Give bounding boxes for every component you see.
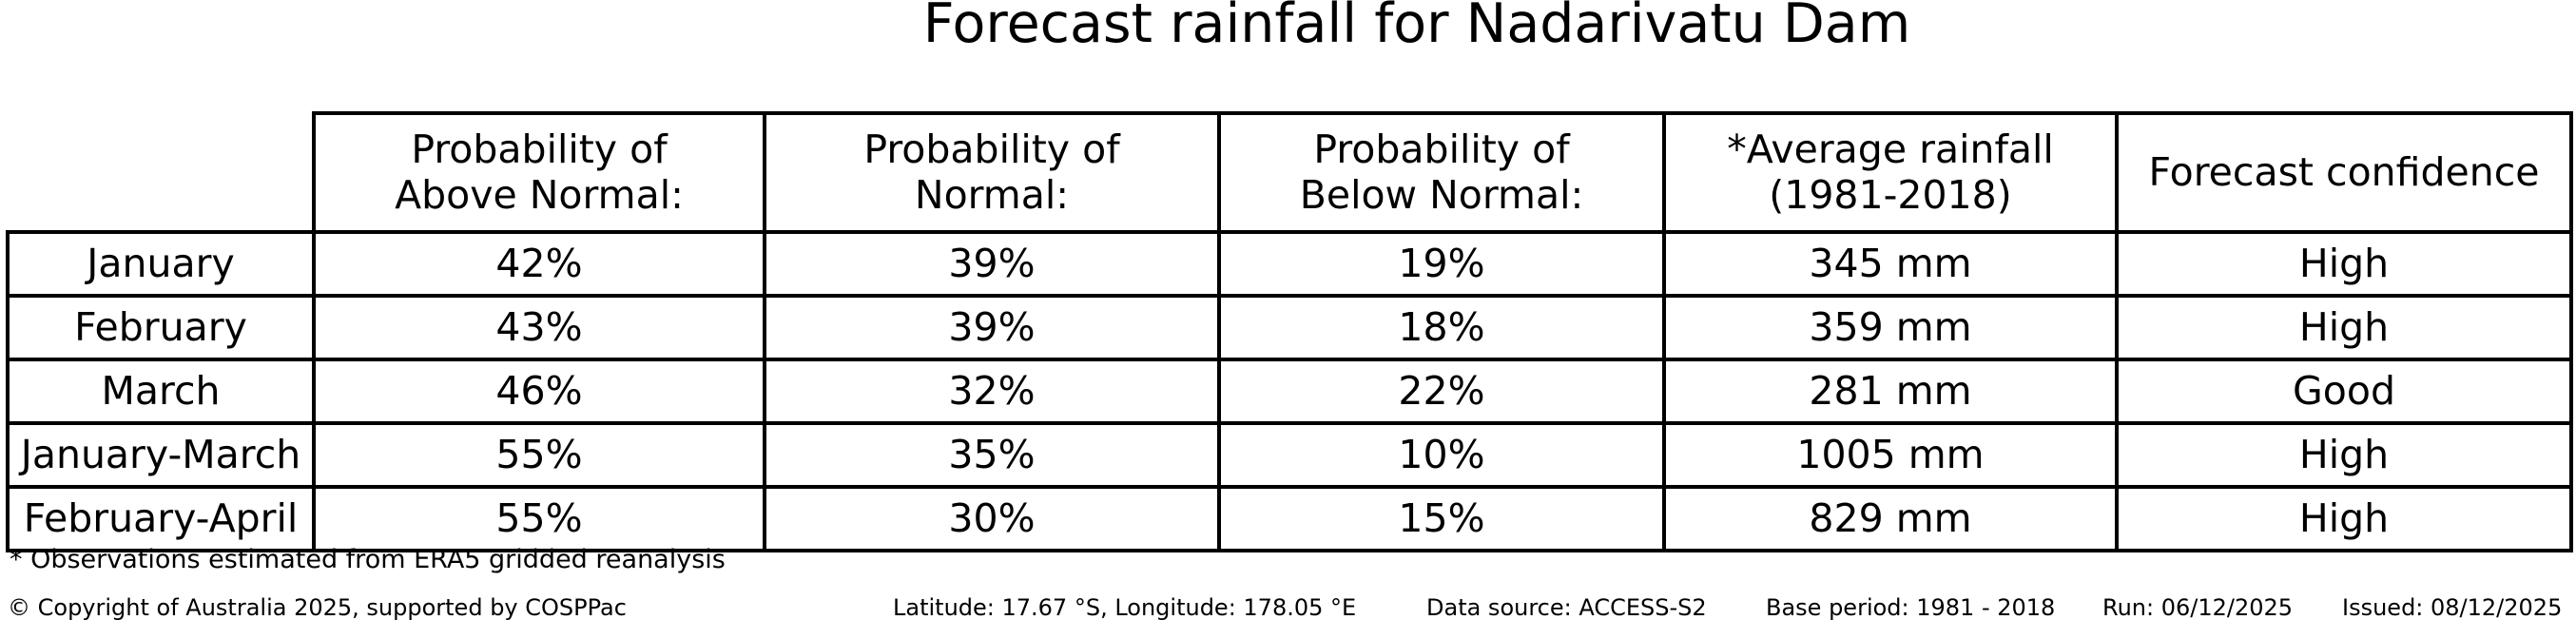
row-label: March <box>6 358 316 425</box>
cell-average-rainfall: 281 mm <box>1662 358 2119 425</box>
header-normal: Probability of Normal: <box>763 111 1221 234</box>
copyright-text: © Copyright of Australia 2025, supported… <box>8 594 627 620</box>
cell-normal: 30% <box>763 485 1221 552</box>
cell-confidence: High <box>2115 230 2573 298</box>
header-average-rainfall-line1: *Average rainfall <box>1727 126 2054 172</box>
header-average-rainfall: *Average rainfall (1981-2018) <box>1662 111 2119 234</box>
page-title: Forecast rainfall for Nadarivatu Dam <box>922 0 1911 55</box>
cell-normal: 39% <box>763 294 1221 361</box>
era5-footnote: * Observations estimated from ERA5 gridd… <box>10 545 726 574</box>
cell-average-rainfall: 1005 mm <box>1662 421 2119 489</box>
cell-confidence: Good <box>2115 358 2573 425</box>
run-date-text: Run: 06/12/2025 <box>2102 594 2294 620</box>
forecast-table: Probability of Above Normal: Probability… <box>6 111 2573 552</box>
data-source-text: Data source: ACCESS-S2 <box>1426 594 1707 620</box>
cell-confidence: High <box>2115 294 2573 361</box>
header-below-normal-line1: Probability of <box>1313 126 1570 172</box>
header-below-normal-line2: Below Normal: <box>1299 171 1584 218</box>
cell-below-normal: 15% <box>1217 485 1666 552</box>
cell-average-rainfall: 359 mm <box>1662 294 2119 361</box>
cell-normal: 32% <box>763 358 1221 425</box>
issued-date-text: Issued: 08/12/2025 <box>2342 594 2563 620</box>
table-row: March 46% 32% 22% 281 mm Good <box>6 358 2573 425</box>
table-row: February-April 55% 30% 15% 829 mm High <box>6 485 2573 552</box>
cell-above-normal: 55% <box>312 485 766 552</box>
row-label: February-April <box>6 485 316 552</box>
cell-confidence: High <box>2115 485 2573 552</box>
row-label: February <box>6 294 316 361</box>
header-below-normal: Probability of Below Normal: <box>1217 111 1666 234</box>
cell-confidence: High <box>2115 421 2573 489</box>
base-period-text: Base period: 1981 - 2018 <box>1766 594 2056 620</box>
cell-below-normal: 22% <box>1217 358 1666 425</box>
header-above-normal-line2: Above Normal: <box>395 171 684 218</box>
cell-below-normal: 19% <box>1217 230 1666 298</box>
header-normal-line2: Normal: <box>914 171 1070 218</box>
cell-above-normal: 43% <box>312 294 766 361</box>
table-row: January 42% 39% 19% 345 mm High <box>6 230 2573 298</box>
header-forecast-confidence-line1: Forecast confidence <box>2148 148 2540 195</box>
latitude-longitude-text: Latitude: 17.67 °S, Longitude: 178.05 °E <box>893 594 1357 620</box>
header-normal-line1: Probability of <box>863 126 1120 172</box>
table-row: February 43% 39% 18% 359 mm High <box>6 294 2573 361</box>
cell-below-normal: 10% <box>1217 421 1666 489</box>
row-label: January <box>6 230 316 298</box>
cell-normal: 39% <box>763 230 1221 298</box>
header-above-normal: Probability of Above Normal: <box>312 111 766 234</box>
cell-average-rainfall: 829 mm <box>1662 485 2119 552</box>
row-label: January-March <box>6 421 316 489</box>
table-row: January-March 55% 35% 10% 1005 mm High <box>6 421 2573 489</box>
cell-normal: 35% <box>763 421 1221 489</box>
header-empty-cell <box>8 113 314 232</box>
cell-below-normal: 18% <box>1217 294 1666 361</box>
cell-above-normal: 55% <box>312 421 766 489</box>
header-above-normal-line1: Probability of <box>411 126 668 172</box>
cell-above-normal: 46% <box>312 358 766 425</box>
cell-above-normal: 42% <box>312 230 766 298</box>
header-forecast-confidence: Forecast confidence <box>2115 111 2573 234</box>
header-average-rainfall-line2: (1981-2018) <box>1769 171 2012 218</box>
cell-average-rainfall: 345 mm <box>1662 230 2119 298</box>
table-header-row: Probability of Above Normal: Probability… <box>8 111 2573 234</box>
